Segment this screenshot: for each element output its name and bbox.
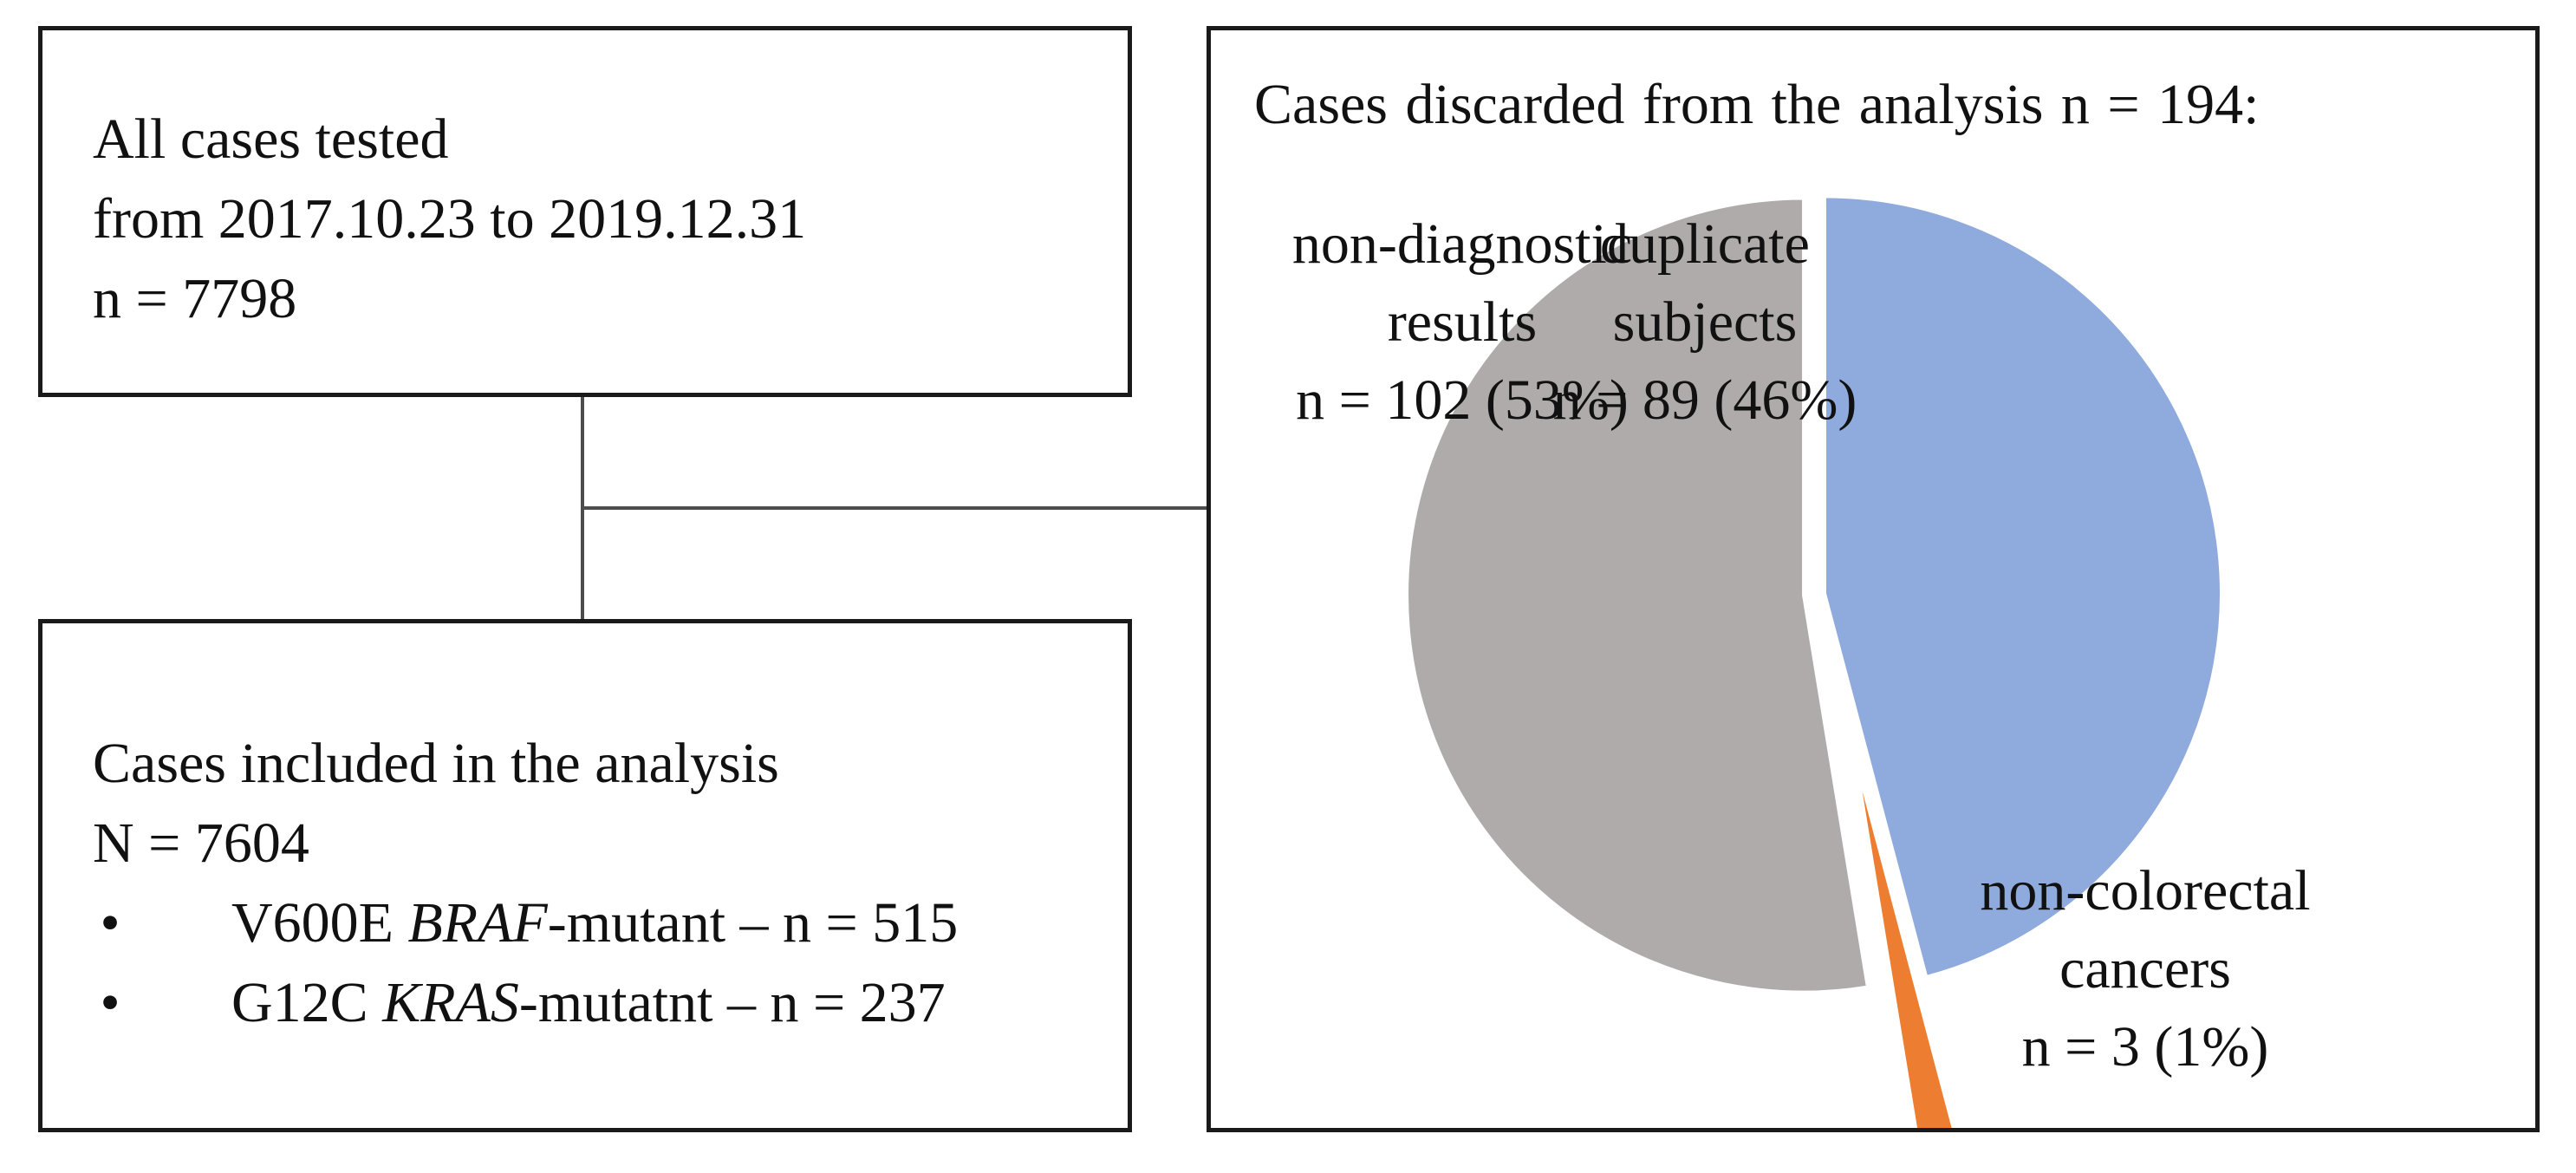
all-cases-box: All cases tested from 2017.10.23 to 2019… bbox=[38, 26, 1132, 397]
braf-suffix: -mutant – n = 515 bbox=[547, 891, 959, 955]
included-heading: Cases included in the analysis bbox=[93, 732, 779, 795]
pie-label-nondiagnostic-2: results bbox=[1388, 290, 1537, 354]
pie-label-noncolorectal-3: n = 3 (1%) bbox=[2022, 1015, 2269, 1079]
pie-label-nondiagnostic-3: n = 102 (53%) bbox=[1296, 368, 1629, 432]
bullet-marker: • bbox=[100, 971, 120, 1034]
pie-title: Cases discarded from the analysis n = 19… bbox=[1254, 73, 2260, 136]
braf-prefix: V600E bbox=[231, 891, 408, 955]
included-cases-box: Cases included in the analysis N = 7604 … bbox=[38, 619, 1132, 1132]
kras-prefix: G12C bbox=[231, 971, 383, 1034]
all-cases-count: n = 7798 bbox=[93, 267, 297, 330]
pie-label-noncolorectal-2: cancers bbox=[2059, 937, 2231, 1000]
kras-gene: KRAS bbox=[382, 971, 519, 1034]
pie-slice-duplicate bbox=[1822, 194, 2223, 980]
discarded-pie-chart: duplicate subjects n = 89 (46%) non-colorec… bbox=[1292, 194, 2311, 1128]
pie-label-duplicate-1: duplicate bbox=[1600, 212, 1810, 276]
flow-connector-horizontal bbox=[582, 506, 1207, 510]
kras-suffix: -mutatnt – n = 237 bbox=[518, 971, 946, 1034]
all-cases-text: All cases tested from 2017.10.23 to 2019… bbox=[93, 100, 806, 339]
braf-gene: BRAF bbox=[407, 891, 548, 955]
pie-label-duplicate-2: subjects bbox=[1613, 290, 1798, 354]
pie-label-nondiagnostic-1: non-diagnostic bbox=[1292, 212, 1632, 276]
included-cases-text: Cases included in the analysis N = 7604 … bbox=[93, 724, 958, 1043]
included-count: N = 7604 bbox=[93, 811, 309, 875]
pie-slice-nondiagnostic bbox=[1405, 196, 1870, 994]
discarded-cases-box: duplicate subjects n = 89 (46%) non-colorec… bbox=[1207, 26, 2540, 1132]
braf-bullet-item: • V600E BRAF-mutant – n = 515 bbox=[93, 883, 958, 963]
pie-slice-noncolorectal bbox=[1852, 755, 1955, 1128]
kras-bullet-item: • G12C KRAS-mutatnt – n = 237 bbox=[93, 963, 958, 1043]
bullet-marker: • bbox=[100, 891, 120, 955]
pie-label-noncolorectal-1: non-colorectal bbox=[1980, 859, 2310, 922]
all-cases-line1: All cases tested bbox=[93, 108, 449, 171]
all-cases-line2: from 2017.10.23 to 2019.12.31 bbox=[93, 187, 807, 251]
pie-label-duplicate-3: n = 89 (46%) bbox=[1553, 368, 1857, 432]
